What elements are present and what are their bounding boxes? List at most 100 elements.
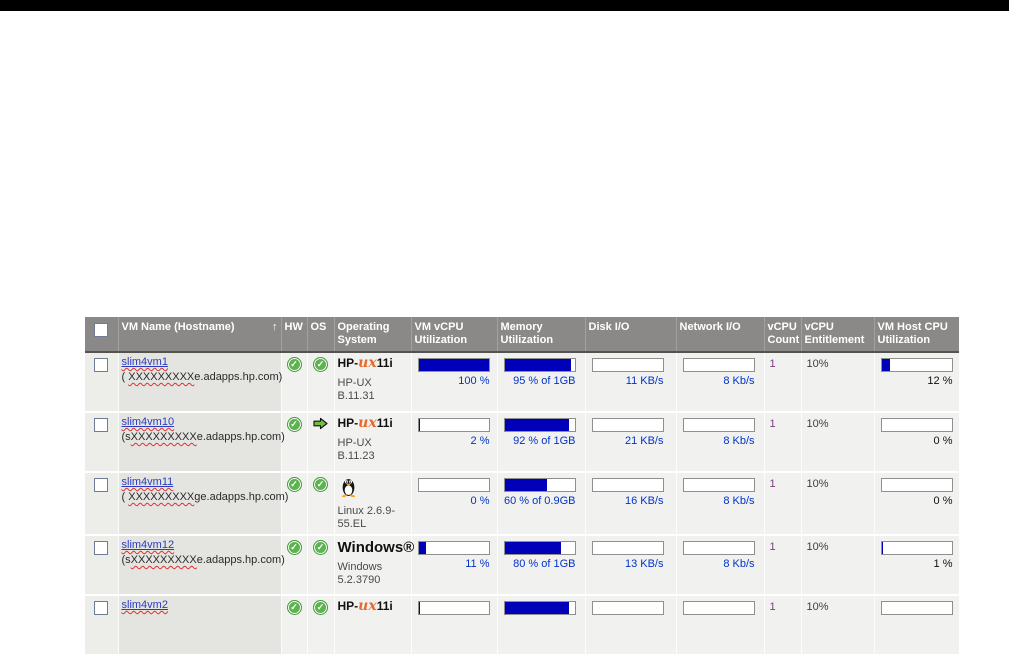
network-io-bar xyxy=(682,541,755,555)
row-checkbox[interactable] xyxy=(94,418,109,432)
memory-utilization-bar xyxy=(503,601,576,615)
vm-host-cpu-utilization-cell: 0 % xyxy=(873,412,959,473)
vm-hostname: ( XXXXXXXXXe.adapps.hp.com) xyxy=(121,371,283,383)
network-io-cell xyxy=(675,595,764,656)
network-io-bar xyxy=(682,358,755,372)
col-header-network-io[interactable]: Network I/O xyxy=(675,317,764,353)
table-row: slim4vm11 ( XXXXXXXXXge.adapps.hp.com) ✓… xyxy=(85,472,959,536)
row-checkbox[interactable] xyxy=(94,541,109,555)
vm-vcpu-utilization-cell: 100 % xyxy=(410,352,497,413)
network-io-value: 8 Kb/s xyxy=(723,435,755,447)
vm-hostname: (sXXXXXXXXXe.adapps.hp.com) xyxy=(121,554,285,566)
vcpu-utilization-bar xyxy=(417,601,490,615)
memory-utilization-cell: 92 % of 1GB xyxy=(496,412,585,473)
hw-status-cell: ✓ xyxy=(280,535,307,596)
row-checkbox[interactable] xyxy=(94,601,109,615)
hw-status-ok-icon: ✓ xyxy=(286,540,302,555)
disk-io-bar xyxy=(591,541,664,555)
vcpu-count-value: 1 xyxy=(769,358,776,370)
memory-utilization-value: 92 % of 1GB xyxy=(513,435,576,447)
linux-tux-icon xyxy=(341,479,355,497)
col-header-vcpu-entitlement[interactable]: vCPU Entitlement xyxy=(800,317,874,353)
vm-hostname: ( XXXXXXXXXge.adapps.hp.com) xyxy=(121,491,289,503)
disk-io-value: 16 KB/s xyxy=(624,495,664,507)
vcpu-entitlement-cell: 10% xyxy=(800,472,874,536)
vm-vcpu-utilization-cell: 11 % xyxy=(410,535,497,596)
row-checkbox[interactable] xyxy=(94,478,109,492)
row-select-cell xyxy=(85,352,118,413)
os-status-ok-icon: ✓ xyxy=(313,477,328,492)
vm-name-link[interactable]: slim4vm11 xyxy=(121,476,174,488)
vm-name-cell: slim4vm1 ( XXXXXXXXXe.adapps.hp.com) xyxy=(117,352,283,413)
col-header-vm-vcpu-utilization[interactable]: VM vCPU Utilization xyxy=(410,317,497,353)
disk-io-bar xyxy=(591,418,664,432)
col-header-hw[interactable]: HW xyxy=(280,317,307,353)
operating-system-cell: Windows® Windows 5.2.3790 xyxy=(333,535,414,596)
network-io-value: 8 Kb/s xyxy=(723,558,755,570)
hpux-11i-logo: HP-ux11i xyxy=(337,355,393,371)
col-header-vm-name[interactable]: VM Name (Hostname) ↑ xyxy=(117,317,281,353)
vcpu-entitlement-value: 10% xyxy=(806,601,829,613)
select-all-checkbox[interactable] xyxy=(94,323,109,337)
os-status-cell: ✓ xyxy=(306,352,334,413)
table-body: slim4vm1 ( XXXXXXXXXe.adapps.hp.com) ✓ ✓… xyxy=(85,352,959,656)
vcpu-utilization-bar xyxy=(417,358,490,372)
vm-hostname: (sXXXXXXXXXe.adapps.hp.com) xyxy=(121,431,285,443)
vcpu-entitlement-value: 10% xyxy=(806,478,829,490)
vm-vcpu-utilization-cell: 0 % xyxy=(410,472,497,536)
col-header-operating-system[interactable]: Operating System xyxy=(333,317,411,353)
host-cpu-utilization-bar xyxy=(880,358,953,372)
vcpu-count-cell: 1 xyxy=(763,412,801,473)
vm-name-link[interactable]: slim4vm12 xyxy=(121,539,175,551)
col-header-vcpu-count[interactable]: vCPU Count xyxy=(763,317,801,353)
vm-name-link[interactable]: slim4vm2 xyxy=(121,599,168,611)
hw-status-cell: ✓ xyxy=(280,595,307,656)
network-io-cell: 8 Kb/s xyxy=(675,352,764,413)
vcpu-entitlement-value: 10% xyxy=(806,358,829,370)
vm-list-table: VM Name (Hostname) ↑ HW OS Operating Sys… xyxy=(85,317,959,656)
vm-name-link[interactable]: slim4vm1 xyxy=(121,356,168,368)
disk-io-cell: 21 KB/s xyxy=(584,412,676,473)
vcpu-count-value: 1 xyxy=(769,418,776,430)
table-row: slim4vm2 ✓ ✓ HP-ux11i xyxy=(85,595,959,656)
memory-utilization-bar xyxy=(503,418,576,432)
row-select-cell xyxy=(85,535,118,596)
vcpu-utilization-value: 2 % xyxy=(470,435,490,447)
row-checkbox[interactable] xyxy=(94,358,109,372)
disk-io-cell: 13 KB/s xyxy=(584,535,676,596)
row-select-cell xyxy=(85,595,118,656)
operating-system-cell: HP-ux11i HP-UX B.11.23 xyxy=(333,412,411,473)
host-cpu-utilization-value: 1 % xyxy=(933,558,953,570)
memory-utilization-value: 80 % of 1GB xyxy=(513,558,576,570)
host-cpu-utilization-value: 0 % xyxy=(933,435,953,447)
disk-io-cell: 16 KB/s xyxy=(584,472,676,536)
vcpu-utilization-bar xyxy=(417,418,490,432)
disk-io-bar xyxy=(591,358,664,372)
col-header-memory-utilization[interactable]: Memory Utilization xyxy=(496,317,585,353)
hw-status-ok-icon: ✓ xyxy=(286,357,302,372)
host-cpu-utilization-bar xyxy=(880,418,953,432)
memory-utilization-value: 60 % of 0.9GB xyxy=(503,495,576,507)
os-status-cell: ✓ xyxy=(306,472,334,536)
hw-status-cell: ✓ xyxy=(280,352,307,413)
memory-utilization-cell: 80 % of 1GB xyxy=(496,535,585,596)
vcpu-utilization-value: 100 % xyxy=(458,375,490,387)
hw-status-ok-icon: ✓ xyxy=(286,477,302,492)
vcpu-entitlement-value: 10% xyxy=(806,541,829,553)
col-header-select xyxy=(85,317,118,353)
top-black-bar xyxy=(0,0,1009,11)
col-header-os[interactable]: OS xyxy=(306,317,334,353)
vm-name-link[interactable]: slim4vm10 xyxy=(121,416,175,428)
vcpu-count-value: 1 xyxy=(769,601,776,613)
vm-host-cpu-utilization-cell: 1 % xyxy=(873,535,959,596)
os-status-cell: ✓ xyxy=(306,535,334,596)
host-cpu-utilization-bar xyxy=(880,601,953,615)
vcpu-entitlement-cell: 10% xyxy=(800,412,874,473)
vcpu-count-cell: 1 xyxy=(763,352,801,413)
vm-name-cell: slim4vm2 xyxy=(117,595,281,656)
col-header-vm-host-cpu-utilization[interactable]: VM Host CPU Utilization xyxy=(873,317,959,353)
sort-ascending-icon[interactable]: ↑ xyxy=(272,321,278,333)
col-header-disk-io[interactable]: Disk I/O xyxy=(584,317,676,353)
vcpu-count-cell: 1 xyxy=(763,472,801,536)
os-status-cell: ✓ xyxy=(306,595,334,656)
